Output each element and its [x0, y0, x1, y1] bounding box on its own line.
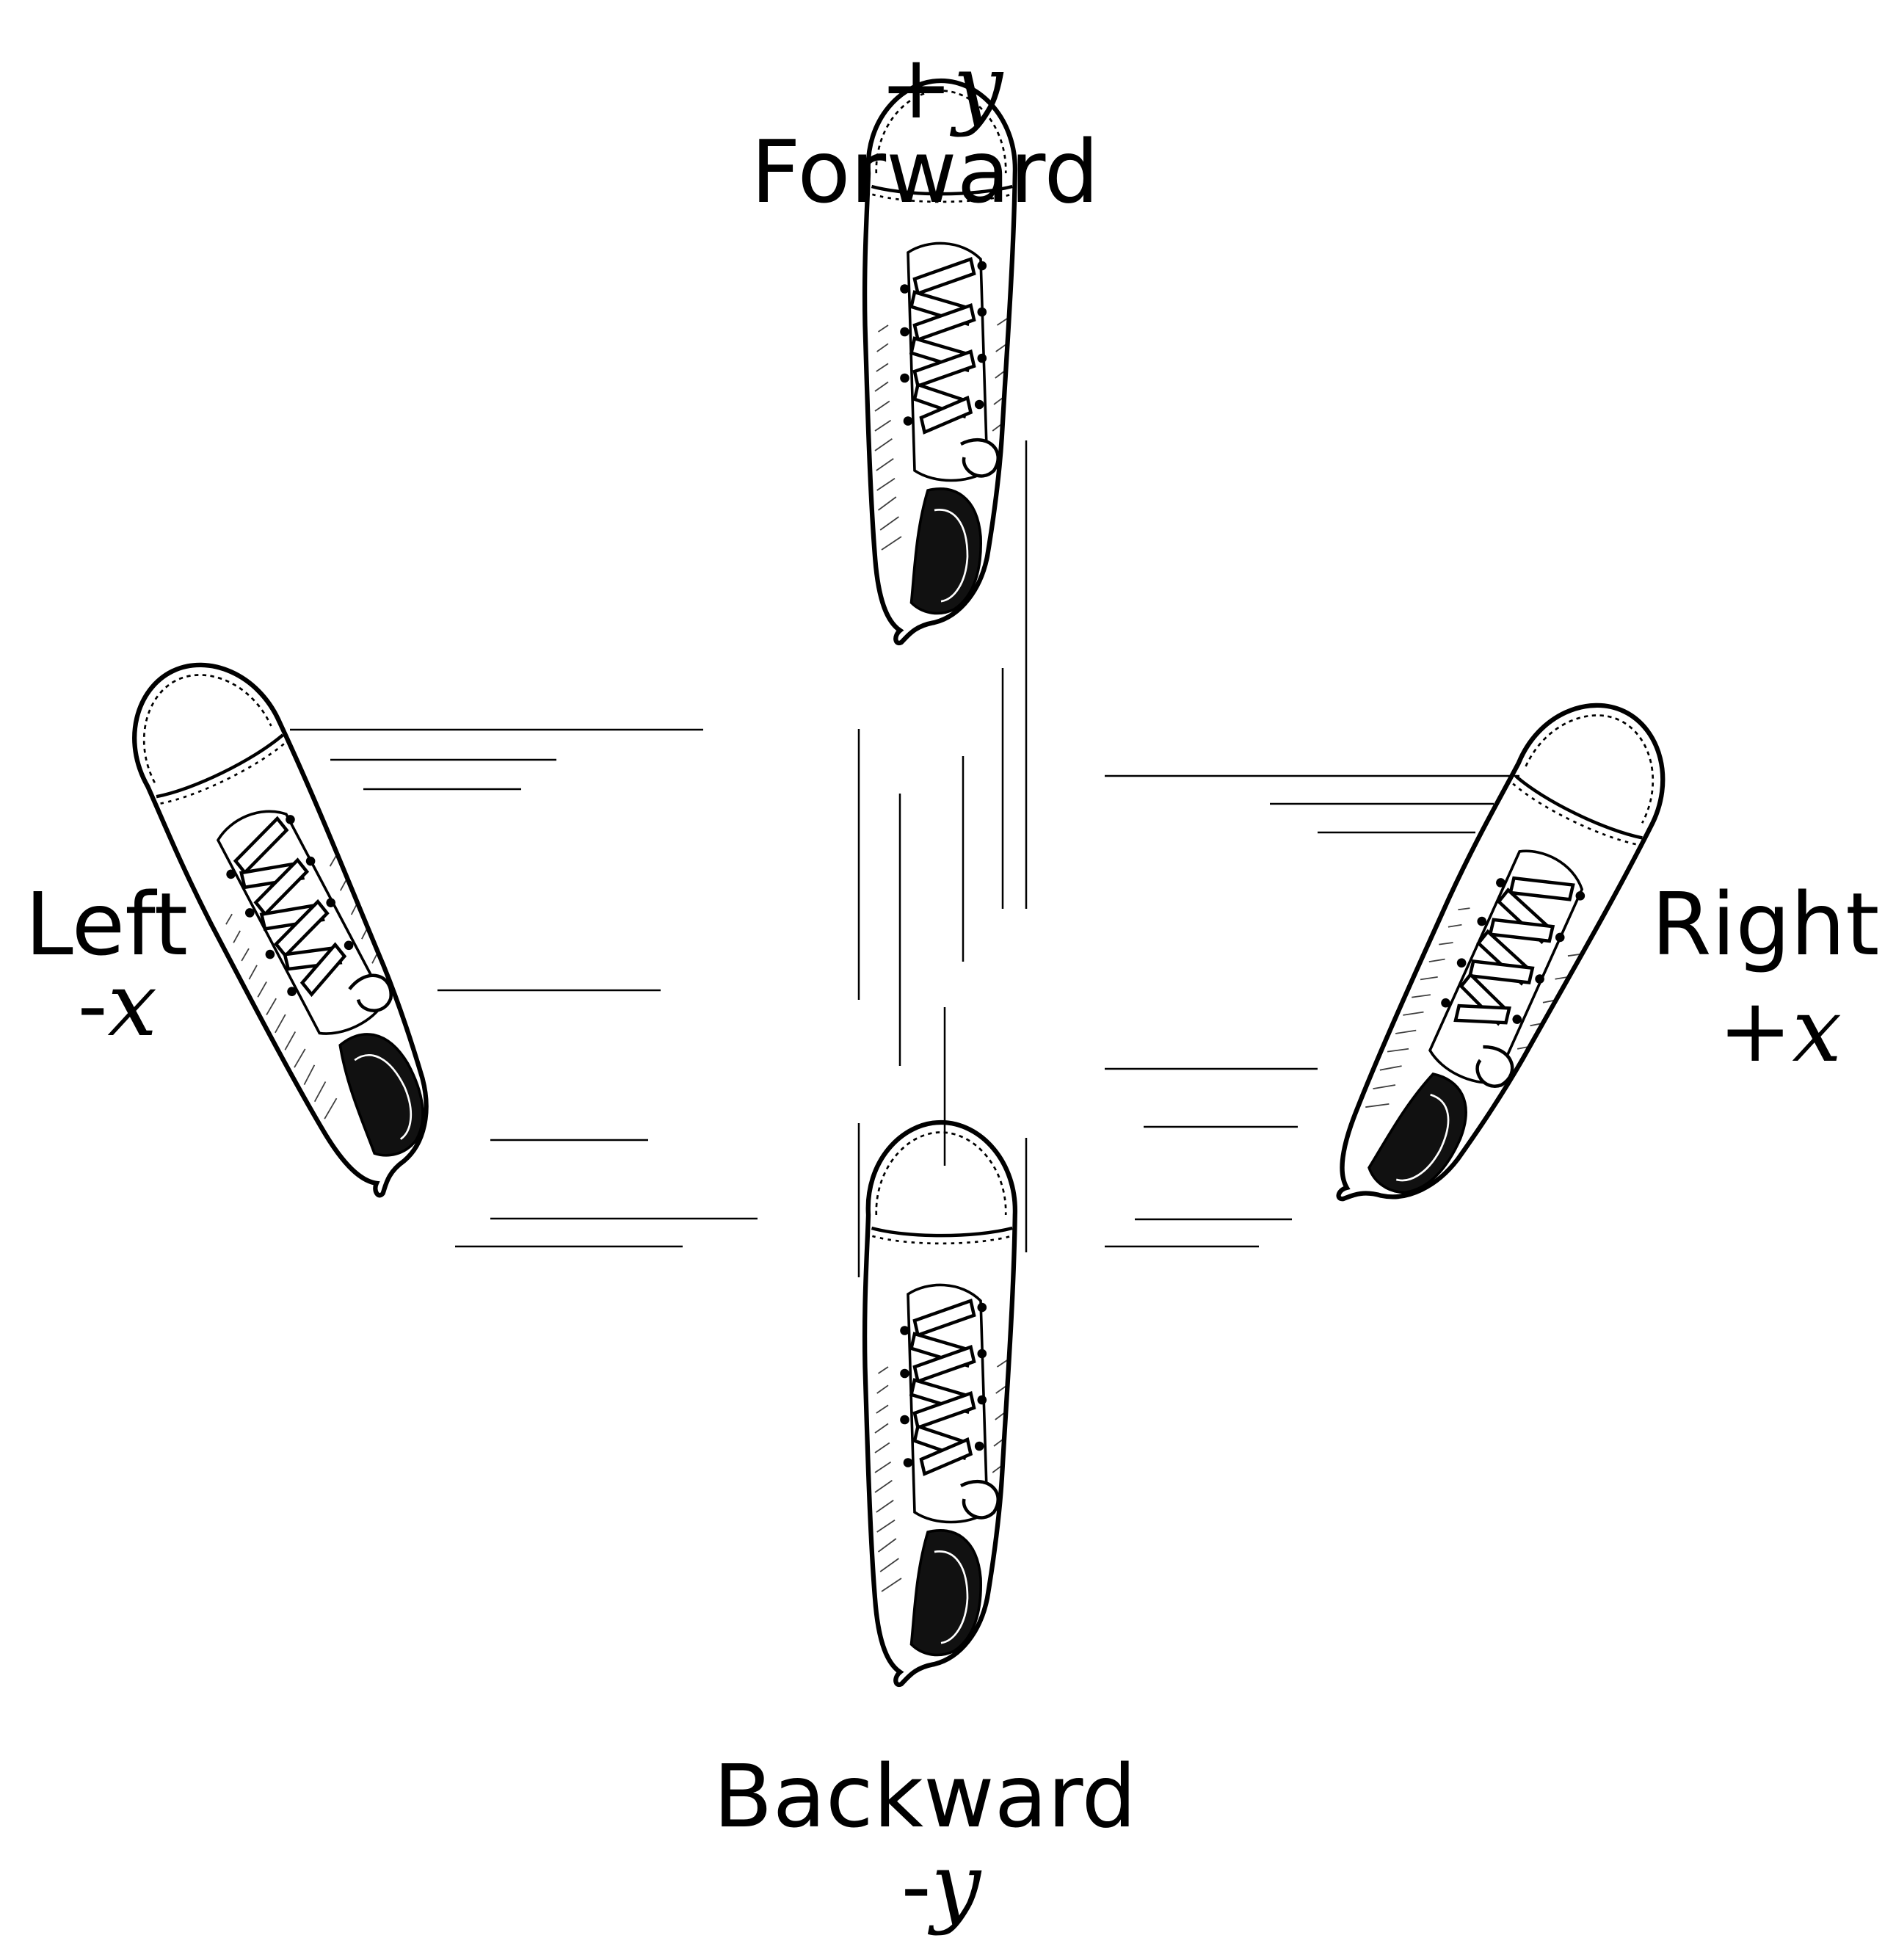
right-shoe-icon — [1310, 678, 1691, 1249]
left-label: Left — [25, 874, 188, 975]
backward-sign: - — [901, 1835, 931, 1937]
backward-motion-lines — [857, 1007, 1028, 1277]
left-axis: x — [107, 954, 158, 1056]
left-axis-label: -x — [44, 962, 191, 1050]
backward-label: Backward — [713, 1746, 1137, 1847]
forward-sign: + — [879, 37, 954, 139]
forward-motion-lines — [857, 440, 1028, 1066]
right-axis-label: +x — [1688, 987, 1872, 1075]
right-axis: x — [1792, 980, 1842, 1082]
backward-shoe-icon — [865, 1122, 1015, 1685]
backward-axis: y — [931, 1835, 981, 1937]
forward-label: Forward — [750, 121, 1100, 222]
forward-axis: y — [953, 37, 1003, 139]
left-motion-lines — [290, 728, 758, 1248]
right-motion-lines — [1105, 774, 1519, 1248]
backward-axis-label: -y — [831, 1843, 1051, 1931]
left-sign: - — [77, 954, 108, 1056]
right-label: Right — [1651, 874, 1880, 975]
forward-axis-label: +y — [831, 44, 1051, 132]
right-sign: + — [1718, 980, 1793, 1082]
